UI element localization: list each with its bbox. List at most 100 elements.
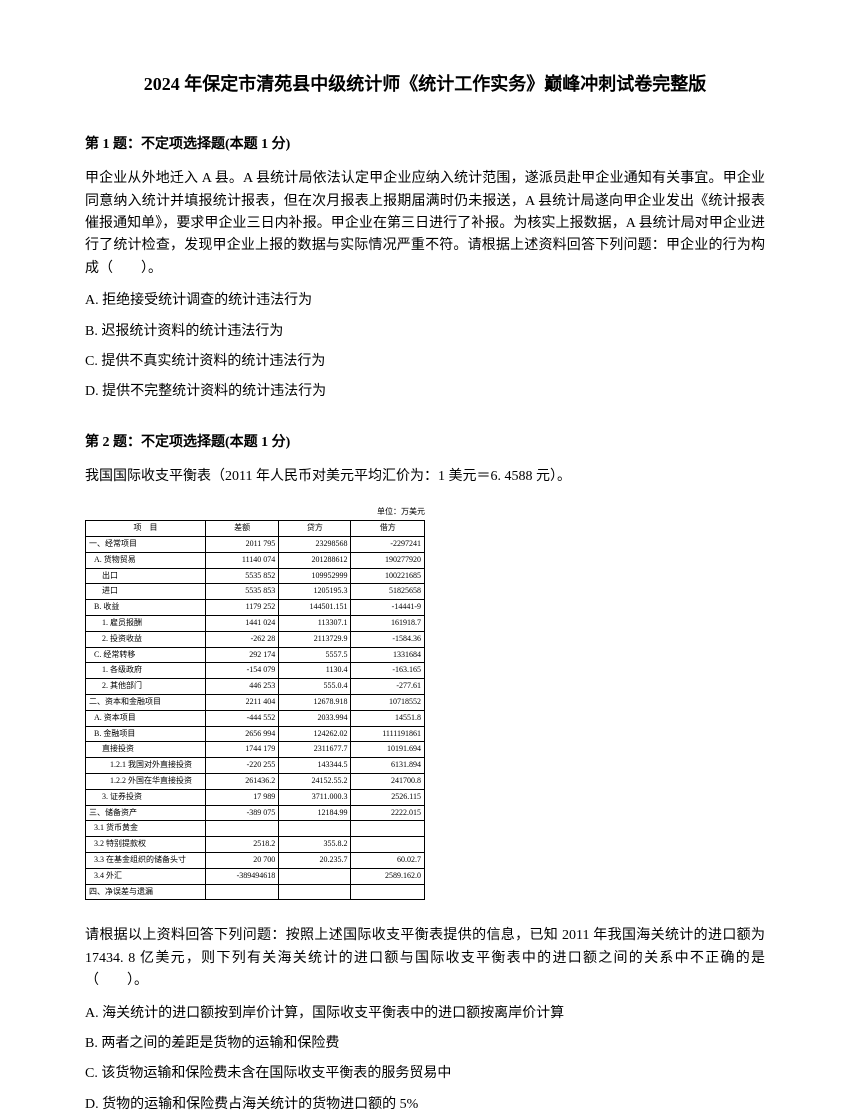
table-cell-value: 5535 852 bbox=[206, 568, 279, 584]
table-row: 3.4 外汇-389494618 2589.162.0 bbox=[86, 868, 425, 884]
table-cell-value: 1179 252 bbox=[206, 600, 279, 616]
table-cell-value: 2011 795 bbox=[206, 537, 279, 553]
table-cell-value: -444 552 bbox=[206, 710, 279, 726]
table-cell-value: -2297241 bbox=[351, 537, 425, 553]
table-cell-value: 5557.5 bbox=[279, 647, 351, 663]
table-cell-value: 190277920 bbox=[351, 552, 425, 568]
table-header-cell: 贷方 bbox=[279, 521, 351, 537]
table-cell-value: 113307.1 bbox=[279, 616, 351, 632]
table-cell-value: 10191.694 bbox=[351, 742, 425, 758]
table-cell-label: 3.1 货币黄金 bbox=[86, 821, 206, 837]
table-cell-value: 17 989 bbox=[206, 789, 279, 805]
table-cell-value: 292 174 bbox=[206, 647, 279, 663]
table-cell-label: A. 货物贸易 bbox=[86, 552, 206, 568]
table-cell-label: 直接投资 bbox=[86, 742, 206, 758]
q2-header: 第 2 题：不定项选择题(本题 1 分) bbox=[85, 432, 765, 454]
table-cell-value: 10718552 bbox=[351, 695, 425, 711]
table-cell-value bbox=[206, 821, 279, 837]
table-row: 1.2.2 外国在华直接投资261436.224152.55.2241700.8 bbox=[86, 774, 425, 790]
table-cell-value: -220 255 bbox=[206, 758, 279, 774]
q2-option-b: B. 两者之间的差距是货物的运输和保险费 bbox=[85, 1033, 765, 1055]
table-cell-value: 261436.2 bbox=[206, 774, 279, 790]
table-cell-value: 2222.015 bbox=[351, 805, 425, 821]
q2-option-c: C. 该货物运输和保险费未含在国际收支平衡表的服务贸易中 bbox=[85, 1063, 765, 1085]
q1-header: 第 1 题：不定项选择题(本题 1 分) bbox=[85, 134, 765, 156]
table-cell-label: B. 收益 bbox=[86, 600, 206, 616]
table-cell-label: C. 经常转移 bbox=[86, 647, 206, 663]
table-cell-label: 出口 bbox=[86, 568, 206, 584]
table-cell-value bbox=[351, 884, 425, 900]
table-cell-value: 20.235.7 bbox=[279, 853, 351, 869]
table-row: 3.1 货币黄金 bbox=[86, 821, 425, 837]
table-cell-value: 24152.55.2 bbox=[279, 774, 351, 790]
table-cell-value: 555.0.4 bbox=[279, 679, 351, 695]
table-cell-value: 2033.994 bbox=[279, 710, 351, 726]
table-cell-label: 1.2.2 外国在华直接投资 bbox=[86, 774, 206, 790]
table-row: 二、资本和金融项目2211 40412678.91810718552 bbox=[86, 695, 425, 711]
table-cell-value: 201288612 bbox=[279, 552, 351, 568]
table-cell-value: 1744 179 bbox=[206, 742, 279, 758]
table-cell-value: 143344.5 bbox=[279, 758, 351, 774]
q1-option-c: C. 提供不真实统计资料的统计违法行为 bbox=[85, 351, 765, 373]
table-row: 3.3 在基金组织的储备头寸20 70020.235.760.02.7 bbox=[86, 853, 425, 869]
table-row: 直接投资1744 1792311677.710191.694 bbox=[86, 742, 425, 758]
table-row: 2. 投资收益-262 282113729.9-1584.36 bbox=[86, 631, 425, 647]
table-cell-value: 161918.7 bbox=[351, 616, 425, 632]
table-row: A. 资本项目-444 5522033.99414551.8 bbox=[86, 710, 425, 726]
table-cell-value: -14441-9 bbox=[351, 600, 425, 616]
table-cell-label: 3.2 特别提款权 bbox=[86, 837, 206, 853]
table-cell-value bbox=[279, 884, 351, 900]
table-cell-value: 2113729.9 bbox=[279, 631, 351, 647]
table-cell-value: 241700.8 bbox=[351, 774, 425, 790]
table-cell-value: -389494618 bbox=[206, 868, 279, 884]
table-cell-value bbox=[351, 837, 425, 853]
table-cell-value bbox=[351, 821, 425, 837]
table-cell-value: 144501.151 bbox=[279, 600, 351, 616]
table-cell-value: 1205195.3 bbox=[279, 584, 351, 600]
table-cell-value bbox=[279, 868, 351, 884]
table-cell-value: 2211 404 bbox=[206, 695, 279, 711]
table-row: 1. 各级政府-154 0791130.4-163.165 bbox=[86, 663, 425, 679]
table-row: 四、净误差与遗漏 bbox=[86, 884, 425, 900]
table-cell-label: 3.4 外汇 bbox=[86, 868, 206, 884]
q2-option-d: D. 货物的运输和保险费占海关统计的货物进口额的 5% bbox=[85, 1094, 765, 1116]
table-row: B. 收益1179 252144501.151-14441-9 bbox=[86, 600, 425, 616]
table-cell-value: 51825658 bbox=[351, 584, 425, 600]
table-row: 1.2.1 我国对外直接投资-220 255143344.56131.894 bbox=[86, 758, 425, 774]
table-cell-value: 23298568 bbox=[279, 537, 351, 553]
table-row: 三、储备资产-389 07512184.992222.015 bbox=[86, 805, 425, 821]
table-cell-value: 1111191861 bbox=[351, 726, 425, 742]
q2-intro: 我国国际收支平衡表（2011 年人民币对美元平均汇价为：1 美元＝6. 4588… bbox=[85, 466, 765, 488]
table-cell-label: 1. 各级政府 bbox=[86, 663, 206, 679]
table-cell-label: 进口 bbox=[86, 584, 206, 600]
table-cell-value: 2589.162.0 bbox=[351, 868, 425, 884]
table-row: 1. 雇员报酬1441 024113307.1161918.7 bbox=[86, 616, 425, 632]
table-cell-value: -262 28 bbox=[206, 631, 279, 647]
table-cell-value: 2518.2 bbox=[206, 837, 279, 853]
table-header-cell: 借方 bbox=[351, 521, 425, 537]
table-cell-value: 446 253 bbox=[206, 679, 279, 695]
table-cell-value: 124262.02 bbox=[279, 726, 351, 742]
table-cell-label: 3. 证券投资 bbox=[86, 789, 206, 805]
table-row: A. 货物贸易11140 074201288612190277920 bbox=[86, 552, 425, 568]
table-cell-value: 20 700 bbox=[206, 853, 279, 869]
table-cell-value: -1584.36 bbox=[351, 631, 425, 647]
table-cell-value bbox=[206, 884, 279, 900]
q1-option-b: B. 迟报统计资料的统计违法行为 bbox=[85, 321, 765, 343]
table-row: 2. 其他部门446 253555.0.4-277.61 bbox=[86, 679, 425, 695]
balance-table-container: 单位：万美元 项 目差额贷方借方 一、经常项目2011 79523298568-… bbox=[85, 506, 425, 900]
table-row: 出口5535 852109952999100221685 bbox=[86, 568, 425, 584]
table-cell-label: 1.2.1 我国对外直接投资 bbox=[86, 758, 206, 774]
table-cell-value: 60.02.7 bbox=[351, 853, 425, 869]
table-cell-value: 12678.918 bbox=[279, 695, 351, 711]
q1-body: 甲企业从外地迁入 A 县。A 县统计局依法认定甲企业应纳入统计范围，遂派员赴甲企… bbox=[85, 168, 765, 280]
table-cell-value: 109952999 bbox=[279, 568, 351, 584]
table-row: 一、经常项目2011 79523298568-2297241 bbox=[86, 537, 425, 553]
table-cell-value: 1441 024 bbox=[206, 616, 279, 632]
table-cell-value bbox=[279, 821, 351, 837]
table-cell-label: 三、储备资产 bbox=[86, 805, 206, 821]
table-cell-label: 3.3 在基金组织的储备头寸 bbox=[86, 853, 206, 869]
table-cell-value: -163.165 bbox=[351, 663, 425, 679]
table-cell-label: 一、经常项目 bbox=[86, 537, 206, 553]
document-title: 2024 年保定市清苑县中级统计师《统计工作实务》巅峰冲刺试卷完整版 bbox=[85, 70, 765, 99]
